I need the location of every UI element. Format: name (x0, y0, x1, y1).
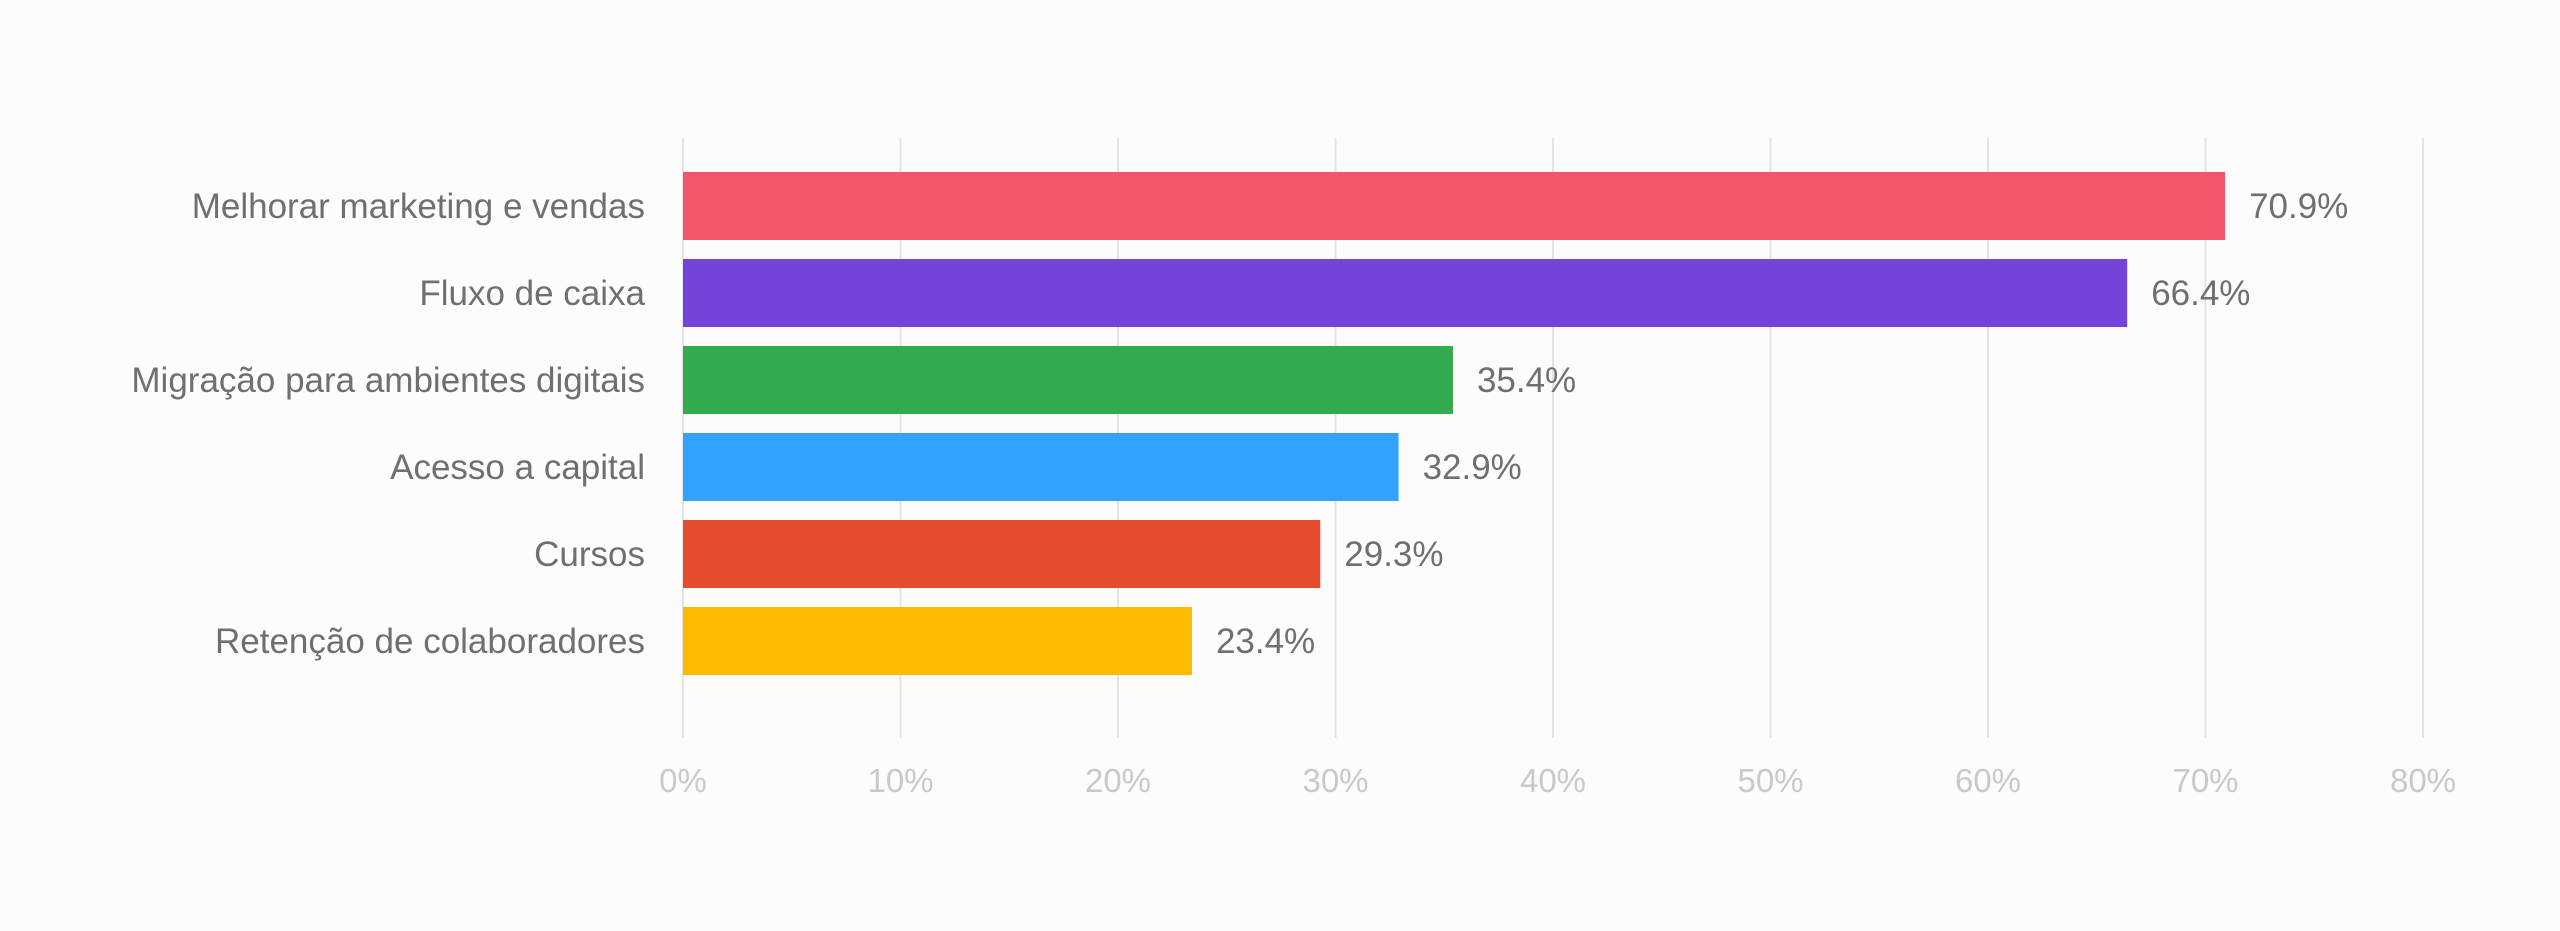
category-label: Melhorar marketing e vendas (192, 187, 645, 226)
x-tick-label: 50% (1737, 762, 1803, 799)
category-labels: Melhorar marketing e vendas Fluxo de caix… (131, 187, 645, 661)
x-tick-label: 10% (867, 762, 933, 799)
bars (683, 172, 2226, 675)
value-label: 32.9% (1423, 448, 1522, 487)
value-label: 23.4% (1216, 622, 1315, 661)
x-tick-label: 30% (1302, 762, 1368, 799)
category-label: Migração para ambientes digitais (131, 361, 645, 400)
value-label: 29.3% (1344, 535, 1443, 574)
category-label: Fluxo de caixa (419, 274, 645, 313)
bar (683, 433, 1399, 501)
bar (683, 172, 2226, 240)
x-tick-label: 20% (1085, 762, 1151, 799)
value-label: 35.4% (1477, 361, 1576, 400)
x-tick-label: 40% (1520, 762, 1586, 799)
x-tick-label: 70% (2172, 762, 2238, 799)
category-label: Cursos (534, 535, 645, 574)
bar (683, 520, 1321, 588)
bar (683, 607, 1192, 675)
x-axis-tick-labels: 0% 10% 20% 30% 40% 50% 60% 70% 80% (659, 762, 2456, 799)
value-labels: 70.9% 66.4% 35.4% 32.9% 29.3% 23.4% (1216, 187, 2348, 661)
category-label: Acesso a capital (390, 448, 645, 487)
category-label: Retenção de colaboradores (215, 622, 645, 661)
bar (683, 259, 2128, 327)
value-label: 66.4% (2151, 274, 2250, 313)
value-label: 70.9% (2249, 187, 2348, 226)
x-tick-label: 60% (1955, 762, 2021, 799)
x-tick-label: 0% (659, 762, 707, 799)
x-tick-label: 80% (2390, 762, 2456, 799)
bar (683, 346, 1453, 414)
